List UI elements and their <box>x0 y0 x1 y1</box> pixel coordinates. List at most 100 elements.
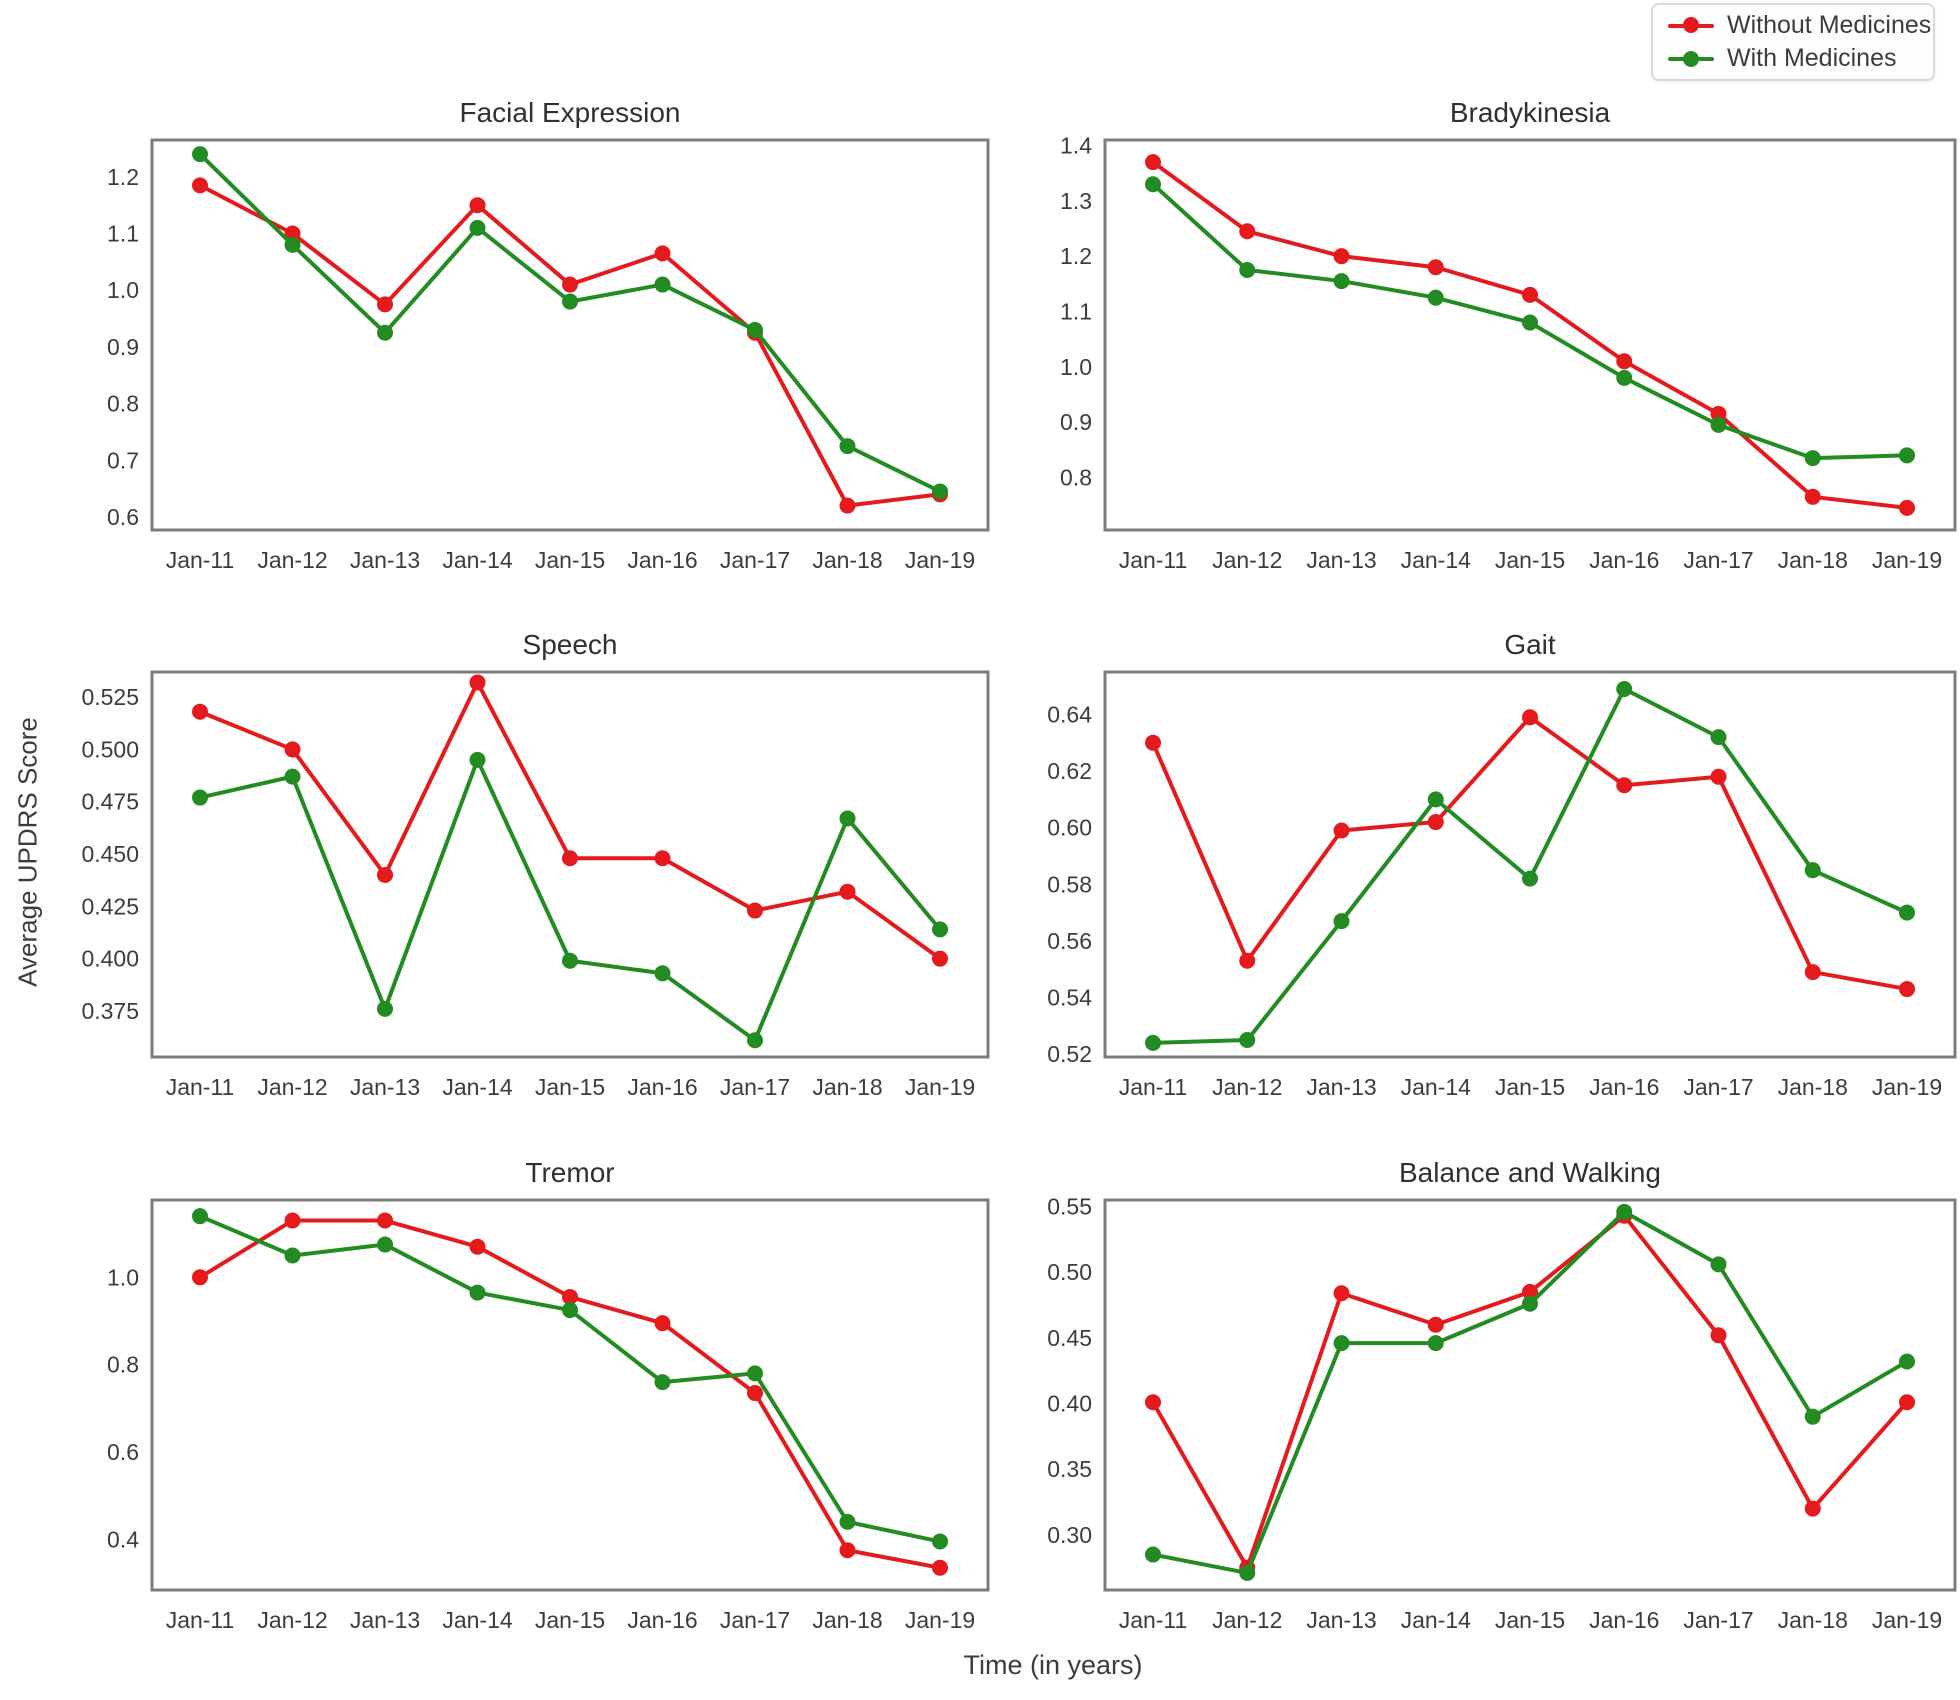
data-point <box>932 1533 948 1550</box>
series-line <box>198 183 942 508</box>
series-line <box>198 1218 942 1570</box>
x-tick-label: Jan-16 <box>1589 1074 1659 1100</box>
data-point <box>654 1315 671 1332</box>
data-point <box>932 950 948 967</box>
x-tick-label: Jan-18 <box>812 1607 882 1633</box>
data-point <box>839 438 856 455</box>
x-tick-label: Jan-12 <box>257 1074 327 1100</box>
x-tick-label: Jan-17 <box>1683 1074 1753 1100</box>
data-point <box>839 1542 856 1559</box>
series-without-medicines <box>192 674 948 967</box>
y-tick-label: 0.56 <box>1047 928 1092 954</box>
plot-box <box>1103 670 1957 1059</box>
y-tick-label: 0.52 <box>1047 1041 1092 1067</box>
series-with-medicines <box>192 146 948 500</box>
y-tick-label: 0.35 <box>1047 1456 1092 1482</box>
data-point <box>562 952 578 969</box>
x-tick-label: Jan-19 <box>905 1607 975 1633</box>
data-point <box>1616 369 1633 386</box>
data-point <box>747 1385 763 1402</box>
y-tick-label: 1.0 <box>107 277 139 303</box>
y-tick-label: 0.400 <box>81 946 139 972</box>
x-tick-label: Jan-17 <box>1683 547 1753 573</box>
series-line <box>198 1214 942 1544</box>
data-point <box>654 276 671 293</box>
data-point <box>284 741 301 758</box>
data-point <box>284 236 301 253</box>
data-point <box>1145 176 1161 193</box>
y-tick-label: 0.9 <box>1060 409 1092 435</box>
data-point <box>1616 680 1633 697</box>
data-point <box>1333 273 1350 290</box>
series-without-medicines <box>1145 709 1915 998</box>
data-point <box>1333 248 1350 265</box>
y-tick-labels: 1.4 1.3 1.2 1.1 1.0 0.9 0.8 <box>1060 133 1092 491</box>
x-tick-label: Jan-16 <box>1589 1607 1659 1633</box>
data-point <box>747 321 763 338</box>
y-tick-label: 1.1 <box>107 221 139 247</box>
green-marker-icon <box>1683 50 1699 67</box>
data-point <box>654 245 671 262</box>
data-point <box>562 1288 578 1305</box>
data-point <box>1899 499 1915 516</box>
data-point <box>1522 1283 1538 1300</box>
series-line <box>1151 160 1909 510</box>
chart-title-facial-expression: Facial Expression <box>460 97 681 128</box>
data-point <box>192 1269 208 1286</box>
data-point <box>1145 734 1161 751</box>
data-point <box>377 1236 393 1253</box>
data-point <box>1616 1203 1633 1220</box>
y-tick-labels: 0.64 0.62 0.60 0.58 0.56 0.54 0.52 <box>1047 701 1092 1067</box>
y-tick-label: 0.54 <box>1047 985 1092 1011</box>
data-point <box>1239 952 1256 969</box>
data-point <box>1145 1546 1161 1563</box>
series-with-medicines <box>1145 176 1915 467</box>
y-tick-label: 0.8 <box>107 391 139 417</box>
series-without-medicines <box>192 177 948 514</box>
series-with-medicines <box>192 751 948 1049</box>
data-point <box>747 1365 763 1382</box>
data-point <box>469 751 486 768</box>
y-tick-labels: 1.0 0.8 0.6 0.4 <box>107 1264 139 1552</box>
data-point <box>192 703 208 720</box>
x-tick-labels: Jan-11 Jan-12 Jan-13 Jan-14 Jan-15 Jan-16 Jan-… <box>166 1074 975 1100</box>
data-point <box>1710 1327 1727 1344</box>
chart-title-speech: Speech <box>523 629 618 660</box>
chart-facial-expression: Facial Expression 1.2 1.1 1.0 0.9 0.8 0.7 0.6 Ja… <box>107 97 990 573</box>
legend: Without Medicines With Medicines <box>1651 3 1935 81</box>
x-tick-labels: Jan-11 Jan-12 Jan-13 Jan-14 Jan-15 Jan-16 Jan-… <box>1119 1074 1942 1100</box>
x-tick-label: Jan-12 <box>1212 1607 1282 1633</box>
chart-title-balance-and-walking: Balance and Walking <box>1399 1157 1661 1188</box>
y-tick-label: 1.3 <box>1060 188 1092 214</box>
y-tick-labels: 1.2 1.1 1.0 0.9 0.8 0.7 0.6 <box>107 164 139 530</box>
y-tick-label: 0.62 <box>1047 758 1092 784</box>
x-tick-label: Jan-13 <box>350 1607 420 1633</box>
data-point <box>284 768 301 785</box>
x-tick-label: Jan-11 <box>166 1074 235 1100</box>
x-tick-label: Jan-13 <box>350 547 420 573</box>
data-point <box>192 177 208 194</box>
x-tick-label: Jan-18 <box>1778 547 1848 573</box>
x-tick-label: Jan-15 <box>535 1607 605 1633</box>
data-point <box>469 1238 486 1255</box>
data-point <box>284 1247 301 1264</box>
x-tick-label: Jan-11 <box>166 1607 235 1633</box>
data-point <box>932 483 948 500</box>
data-point <box>932 921 948 938</box>
y-tick-label: 1.0 <box>1060 354 1092 380</box>
data-point <box>1239 1564 1256 1581</box>
data-point <box>654 850 671 867</box>
data-point <box>1522 1295 1538 1312</box>
y-tick-label: 0.64 <box>1047 701 1092 727</box>
data-point <box>839 1513 856 1530</box>
x-tick-label: Jan-14 <box>442 1074 513 1100</box>
data-point <box>284 225 301 242</box>
x-tick-label: Jan-18 <box>1778 1074 1848 1100</box>
x-tick-label: Jan-16 <box>627 547 697 573</box>
legend-entry-with-medicines: With Medicines <box>1653 42 1933 75</box>
x-tick-label: Jan-11 <box>166 547 235 573</box>
x-tick-label: Jan-18 <box>812 547 882 573</box>
x-tick-label: Jan-15 <box>1495 1607 1565 1633</box>
x-tick-label: Jan-17 <box>1683 1607 1753 1633</box>
y-tick-label: 0.475 <box>81 789 139 815</box>
